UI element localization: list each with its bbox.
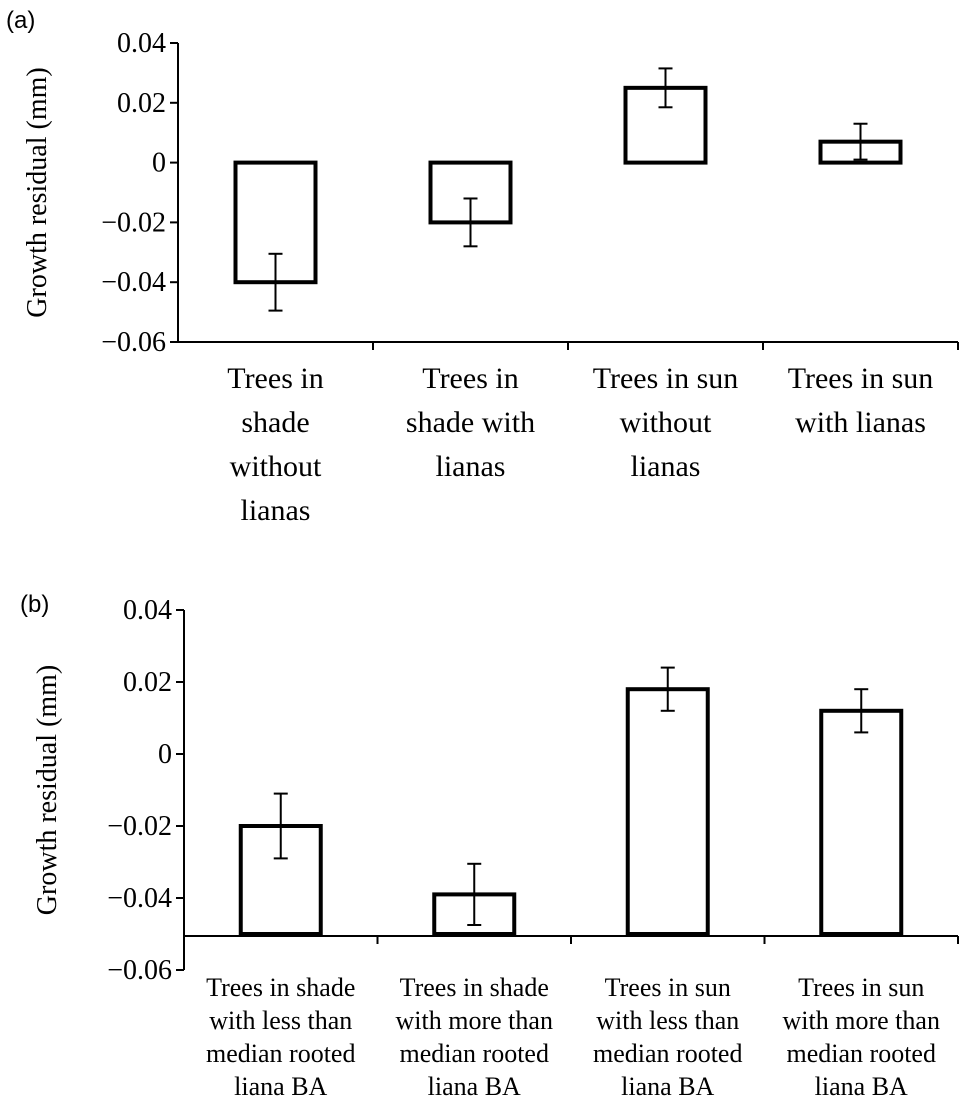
x-category-label-line: liana BA <box>234 1072 327 1101</box>
bar <box>819 708 904 936</box>
x-category-label-line: Trees in sun <box>798 973 924 1002</box>
x-category-label-line: without <box>230 450 322 483</box>
y-axis-title: Growth residual (mm) <box>22 67 53 317</box>
y-tick-label: −0.04 <box>107 883 172 914</box>
x-category-label: Trees in shade without lianas <box>227 362 323 527</box>
x-category-label-line: with less than <box>209 1006 352 1035</box>
x-category-label-line: lianas <box>436 450 506 483</box>
x-category-label-line: median rooted <box>787 1039 936 1068</box>
x-category-label: Trees in shade with less than median roote… <box>206 973 355 1101</box>
x-category-label-line: shade <box>241 406 309 439</box>
panel-b-chart: 0.04 0.02 0 −0.02 −0.04 −0.06 Growth residual … <box>32 595 959 1101</box>
panel-a-chart: 0.04 0.02 0 −0.02 −0.04 −0.06 Growth residual … <box>22 28 959 527</box>
x-category-label: Trees in sun with less than median rooted l… <box>593 973 742 1101</box>
x-category-label-line: with less than <box>596 1006 739 1035</box>
x-category-label-line: median rooted <box>400 1039 549 1068</box>
x-category-label-line: Trees in sun <box>788 362 934 395</box>
x-category-label: Trees in shade with more than median roote… <box>396 973 553 1101</box>
x-category-label-line: without <box>620 406 712 439</box>
x-category-label: Trees in sun with more than median rooted l… <box>783 973 940 1101</box>
x-category-label-line: median rooted <box>206 1039 355 1068</box>
x-category-label-line: with more than <box>396 1006 553 1035</box>
bar <box>238 824 323 936</box>
panel-b-label: (b) <box>20 591 49 618</box>
x-category-label-line: shade with <box>406 406 535 439</box>
y-tick-label: −0.06 <box>107 955 172 986</box>
y-axis-title: Growth residual (mm) <box>32 665 63 915</box>
x-category-label-line: liana BA <box>428 1072 521 1101</box>
y-tick-label: −0.06 <box>101 327 166 358</box>
x-category-label-line: Trees in shade <box>206 973 355 1002</box>
x-category-label-line: Trees in <box>227 362 323 395</box>
y-tick-label: 0 <box>152 148 166 179</box>
panel-a-label: (a) <box>6 7 35 34</box>
x-category-label: Trees in shade with lianas <box>406 362 535 483</box>
x-category-label-line: Trees in sun <box>593 362 739 395</box>
x-category-label-line: lianas <box>241 494 311 527</box>
x-category-label-line: median rooted <box>593 1039 742 1068</box>
y-tick-label: 0.04 <box>117 28 166 59</box>
y-tick-label: 0.02 <box>117 88 166 119</box>
y-tick-label: 0.02 <box>123 667 172 698</box>
y-tick-label: 0.04 <box>123 595 172 626</box>
y-tick-label: 0 <box>158 739 172 770</box>
x-category-label-line: with more than <box>783 1006 940 1035</box>
x-category-label-line: Trees in <box>422 362 518 395</box>
x-category-label-line: Trees in sun <box>605 973 731 1002</box>
x-category-label: Trees in sun with lianas <box>788 362 934 439</box>
y-tick-label: −0.02 <box>107 811 172 842</box>
x-category-label-line: liana BA <box>815 1072 908 1101</box>
x-category-label-line: with lianas <box>795 406 926 439</box>
x-category-label-line: Trees in shade <box>400 973 549 1002</box>
y-tick-label: −0.04 <box>101 267 166 298</box>
x-category-label-line: lianas <box>631 450 701 483</box>
x-category-label: Trees in sun without lianas <box>593 362 739 483</box>
y-tick-label: −0.02 <box>101 207 166 238</box>
x-category-label-line: liana BA <box>621 1072 714 1101</box>
bar <box>625 687 710 937</box>
